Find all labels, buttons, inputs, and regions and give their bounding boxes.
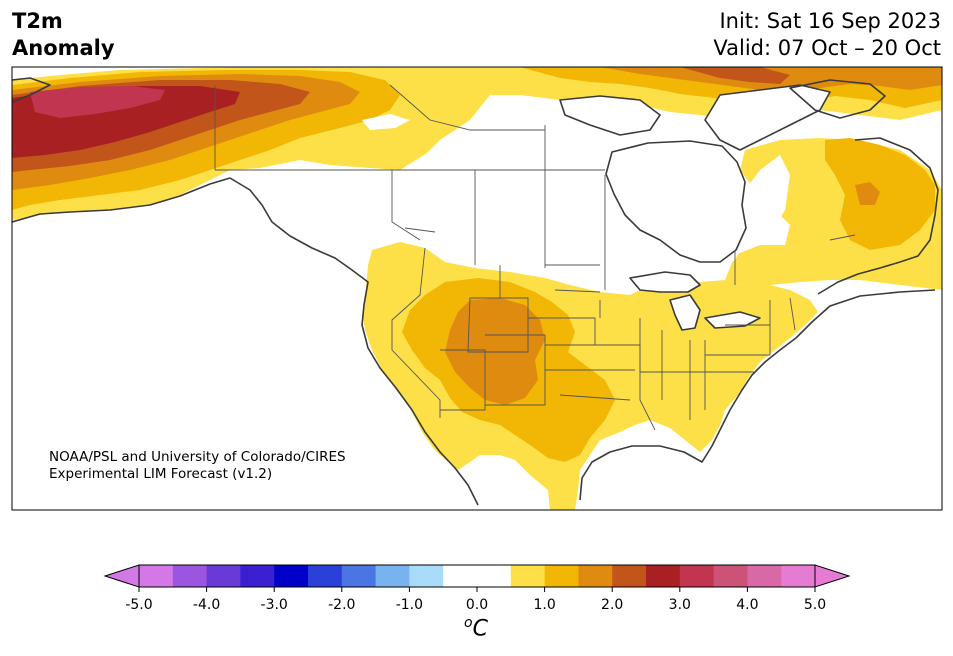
- colorbar-unit: oC: [464, 615, 488, 641]
- colorbar-bin: [341, 565, 377, 587]
- colorbar-tick-label: 4.0: [736, 597, 759, 613]
- colorbar-bin: [206, 565, 241, 587]
- unit-degree: o: [464, 615, 473, 631]
- colorbar-bin: [375, 565, 410, 587]
- map-frame: [11, 66, 943, 511]
- colorbar-bin: [172, 565, 208, 587]
- colorbar-tick-label: 2.0: [601, 597, 624, 613]
- colorbar-bin: [139, 565, 174, 587]
- colorbar-tick-label: 1.0: [533, 597, 556, 613]
- neutral-region: [395, 105, 790, 282]
- colorbar-bin: [612, 565, 647, 587]
- colorbar-bin: [713, 565, 748, 587]
- colorbar-bin: [646, 565, 681, 587]
- forecast-dates: Init: Sat 16 Sep 2023 Valid: 07 Oct – 20…: [713, 8, 941, 62]
- credit-line-1: NOAA/PSL and University of Colorado/CIRE…: [49, 449, 346, 465]
- colorbar-tick-label: -2.0: [328, 597, 356, 613]
- valid-range: Valid: 07 Oct – 20 Oct: [713, 36, 941, 60]
- state-borders: [214, 84, 856, 431]
- colorbar-bin: [781, 565, 816, 587]
- colorbar-bin: [747, 565, 782, 587]
- colorbar-bin: [240, 565, 275, 587]
- colorbar-bin: [274, 565, 309, 587]
- colorbar-tick-label: -1.0: [395, 597, 424, 613]
- colorbar-tick-label: 5.0: [803, 597, 827, 613]
- colorbar-bin: [510, 565, 546, 587]
- unit-celsius: C: [472, 616, 488, 642]
- credit-line-2: Experimental LIM Forecast (v1.2): [49, 466, 273, 482]
- anomaly-field-3-0: [30, 86, 165, 118]
- forecast-credit: NOAA/PSL and University of Colorado/CIRE…: [49, 449, 346, 483]
- title-subtitle: Anomaly: [12, 36, 115, 60]
- colorbar-bin: [477, 565, 512, 587]
- init-date: Init: Sat 16 Sep 2023: [719, 9, 941, 33]
- colorbar-under-arrow: [103, 564, 140, 588]
- colorbar-bin: [679, 565, 715, 587]
- colorbar-tick-label: 3.0: [668, 597, 691, 613]
- colorbar-bin: [544, 565, 579, 587]
- coastlines: [12, 77, 939, 506]
- colorbar-tick-label: -3.0: [260, 597, 288, 613]
- colorbar-tick-label: -4.0: [192, 597, 221, 613]
- colorbar-tick-label: 0.0: [465, 597, 489, 613]
- colorbar-bin: [308, 565, 343, 587]
- colorbar-over-arrow: [814, 564, 851, 588]
- colorbar-bin: [578, 565, 613, 587]
- colorbar-bin: [409, 565, 444, 587]
- colorbar-tick-label: -5.0: [125, 597, 153, 613]
- map-title: T2m Anomaly: [12, 8, 115, 62]
- colorbar-bin: [443, 565, 478, 587]
- title-variable: T2m: [12, 9, 63, 33]
